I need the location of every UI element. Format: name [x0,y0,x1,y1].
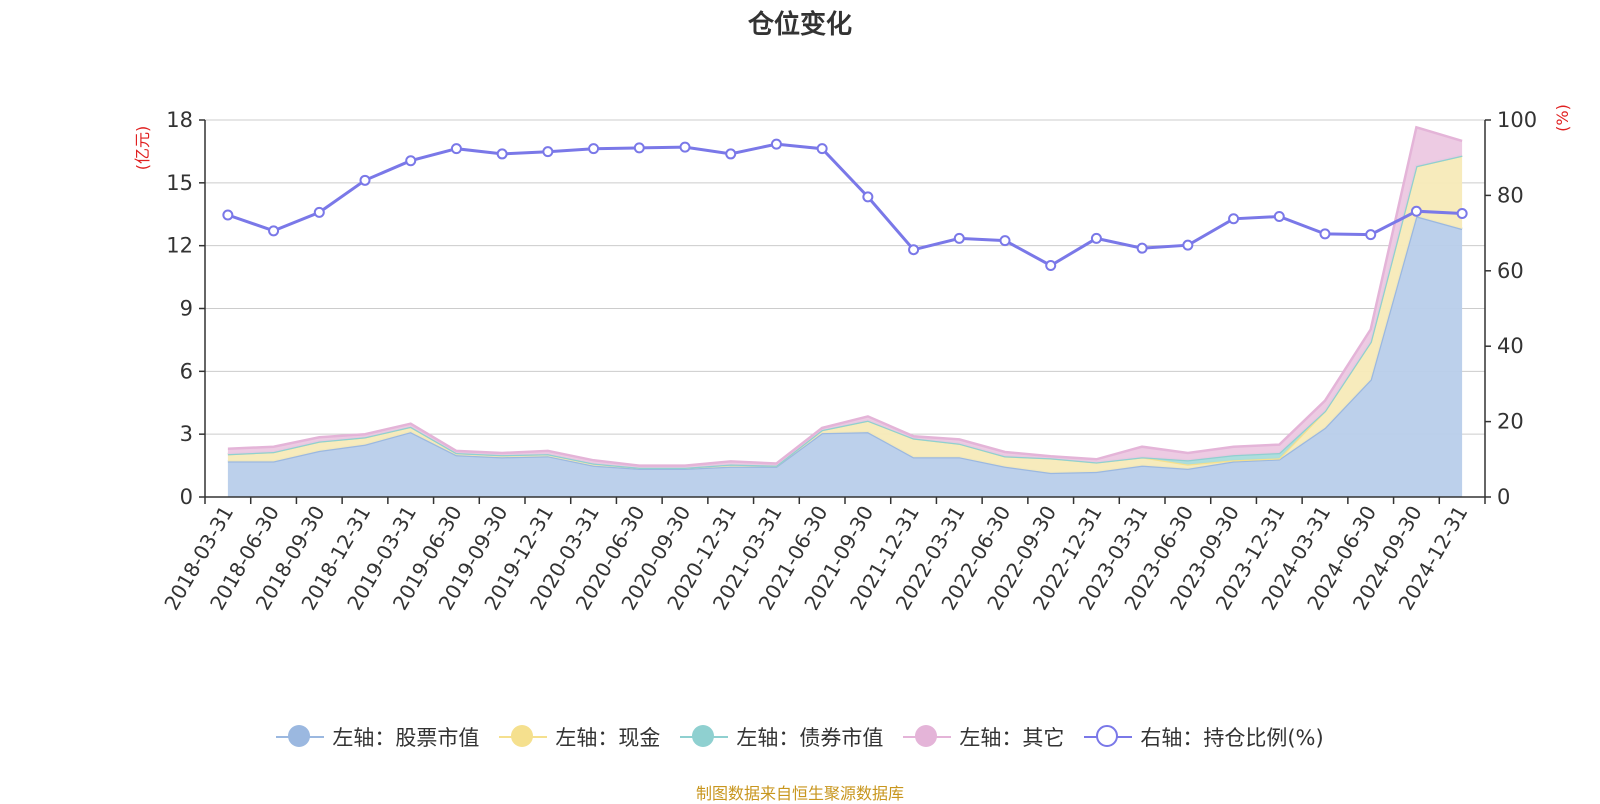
ratio-point [405,155,417,167]
ratio-point [450,143,462,155]
right-tick-label: 0 [1497,485,1510,509]
area-series-1 [227,155,1463,473]
left-tick-label: 9 [180,297,193,321]
legend-swatch [499,723,548,751]
area-edge-3 [227,125,1463,467]
ratio-point [1045,260,1057,272]
ratio-point [1136,242,1148,254]
ratio-point [679,141,691,153]
position-chart: 03691215180204060801002018-03-312018-06-… [133,104,1572,614]
ratio-point [953,232,965,244]
left-tick-label: 12 [166,234,193,258]
ratio-point [908,244,920,256]
right-tick-label: 80 [1497,183,1524,207]
right-tick-label: 20 [1497,410,1524,434]
area-series-0 [227,216,1463,498]
ratio-point [816,143,828,155]
chart-title: 仓位变化 [747,10,852,40]
legend-item[interactable]: 左轴：其它 [903,722,1064,752]
stacked-areas [227,125,1463,498]
left-tick-label: 18 [166,108,193,132]
ratio-point [588,143,600,155]
left-tick-label: 15 [166,171,193,195]
legend-label: 左轴：其它 [959,726,1065,750]
ratio-point [1090,232,1102,244]
left-tick-label: 3 [180,422,193,446]
legend-swatch [276,723,325,751]
right-tick-label: 40 [1497,334,1524,358]
ratio-point [1365,229,1377,241]
right-tick-label: 60 [1497,259,1524,283]
left-tick-label: 6 [180,359,193,383]
ratio-point [633,142,645,154]
ratio-point [496,148,508,160]
ratio-point [359,174,371,186]
ratio-point [1410,205,1422,217]
ratio-point [1319,228,1331,240]
ratio-point [1456,207,1468,219]
left-axis-unit-label: (亿元) [133,126,152,171]
legend-item[interactable]: 右轴：持仓比例(%) [1084,722,1324,752]
ratio-point [999,235,1011,247]
legend-item[interactable]: 左轴：股票市值 [276,722,479,752]
legend-item[interactable]: 左轴：现金 [499,722,660,752]
area-series-3 [227,127,1463,468]
right-tick-label: 100 [1497,108,1537,132]
ratio-point [542,146,554,158]
right-axis-unit-label: (%) [1553,104,1572,132]
ratio-point [1228,213,1240,225]
legend-label: 右轴：持仓比例(%) [1140,726,1324,750]
ratio-line [222,138,1468,272]
legend-label: 左轴：现金 [555,726,661,750]
ratio-line-path [227,142,1463,268]
ratio-point [1273,211,1285,223]
legend-label: 左轴：债券市值 [736,726,884,750]
ratio-point [862,191,874,203]
ratio-point [770,138,782,150]
ratio-point [268,225,280,237]
legend-item[interactable]: 左轴：债券市值 [680,722,883,752]
legend: 左轴：股票市值 左轴：现金 左轴：债券市值 左轴：其它 右轴：持仓比例(%) [0,722,1600,752]
legend-swatch [903,723,952,751]
ratio-point [725,148,737,160]
ratio-point [313,206,325,218]
ratio-point [1182,239,1194,251]
legend-swatch [1084,723,1133,751]
left-tick-label: 0 [180,485,193,509]
source-note: 制图数据来自恒生聚源数据库 [695,784,904,803]
ratio-point [222,209,234,221]
legend-label: 左轴：股票市值 [332,726,480,750]
legend-swatch [680,723,729,751]
